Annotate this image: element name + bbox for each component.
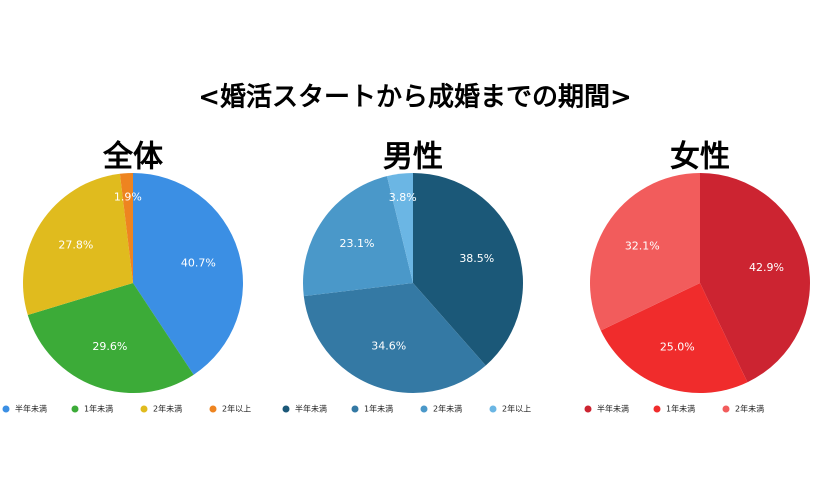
legend-marker (420, 405, 428, 413)
legend-label: 2年未満 (433, 404, 462, 414)
data-label: 34.6% (371, 340, 406, 353)
legend-label: 2年以上 (222, 404, 251, 414)
legend-marker (140, 405, 148, 413)
data-label: 27.8% (58, 239, 93, 252)
data-label: 25.0% (660, 340, 695, 353)
pie-slice (119, 173, 133, 283)
legend-label: 2年未満 (735, 404, 764, 414)
main-title: <婚活スタートから成婚までの期間> (198, 83, 632, 113)
pie-slice (600, 283, 748, 393)
chart-title: 男性 (383, 140, 443, 175)
legend-marker (71, 405, 79, 413)
chart-title: 全体 (102, 140, 164, 175)
legend-label: 半年未満 (597, 404, 629, 414)
legend-marker (722, 405, 730, 413)
pie-slice (589, 173, 700, 331)
data-label: 42.9% (749, 261, 784, 274)
pie-slice (413, 173, 523, 366)
legend-marker (584, 405, 592, 413)
data-label: 32.1% (625, 240, 660, 253)
pie-slice (700, 173, 810, 383)
legend-marker (489, 405, 497, 413)
legend-marker (351, 405, 359, 413)
legend-label: 1年未満 (364, 404, 393, 414)
pie-slice (386, 173, 413, 283)
legend-label: 1年未満 (666, 404, 695, 414)
legend-marker (653, 405, 661, 413)
data-label: 1.9% (114, 190, 142, 203)
data-label: 3.8% (389, 191, 417, 204)
legend-marker (2, 405, 10, 413)
pie-slice (23, 173, 134, 316)
pie-slice (27, 283, 194, 393)
legend-label: 半年未満 (15, 404, 47, 414)
data-label: 23.1% (339, 237, 374, 250)
legend-marker (282, 405, 290, 413)
data-label: 38.5% (459, 252, 494, 265)
legend-marker (209, 405, 217, 413)
data-label: 40.7% (181, 256, 216, 269)
data-label: 29.6% (92, 340, 127, 353)
chart-title: 女性 (670, 140, 730, 175)
legend-label: 2年未満 (153, 404, 182, 414)
pie-slice (303, 283, 486, 393)
legend-label: 半年未満 (295, 404, 327, 414)
legend-label: 1年未満 (84, 404, 113, 414)
legend-label: 2年以上 (502, 404, 531, 414)
pie-slice (133, 173, 243, 375)
pie-slice (303, 176, 413, 297)
